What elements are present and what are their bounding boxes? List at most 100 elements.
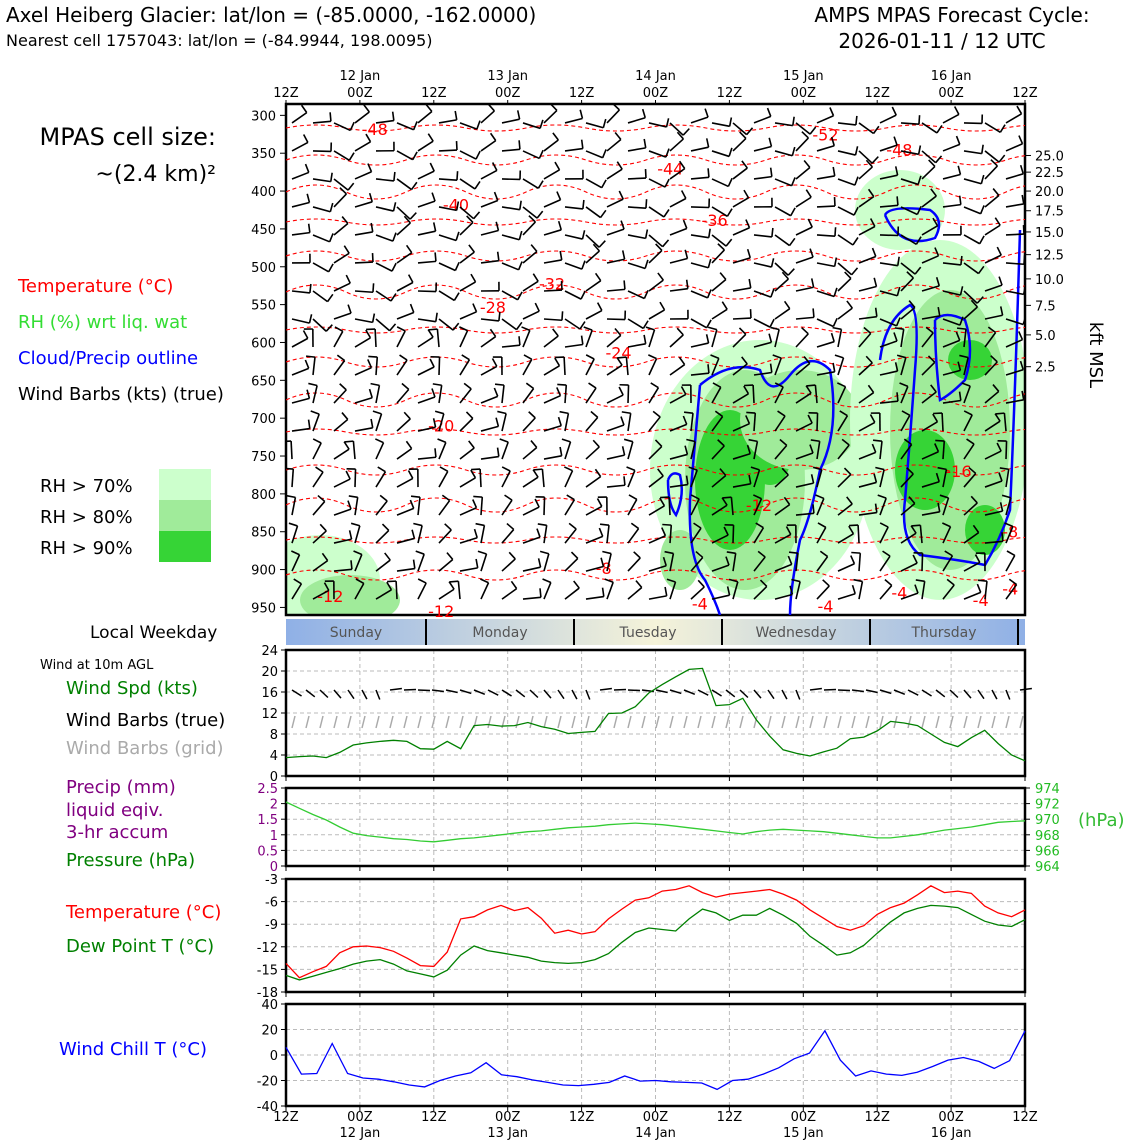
wind-barb-flag	[435, 312, 438, 322]
wind-barb-flag	[600, 557, 605, 567]
wind-barb-flag	[620, 220, 625, 230]
wind-barb-shaft	[669, 525, 673, 544]
wind-barb-flag	[787, 268, 795, 276]
wind-barb-flag	[661, 527, 667, 537]
wind-barb-shaft	[921, 361, 936, 376]
wind-barb-flag	[348, 152, 355, 161]
wind-barb-flag	[663, 209, 670, 218]
wind-barb-shaft	[291, 583, 303, 600]
wind-barb-flag	[944, 550, 953, 557]
wind-barb-shaft	[312, 500, 326, 516]
wind-barb-flag	[372, 283, 375, 293]
wind-barb-true	[319, 689, 329, 699]
wind-barb-shaft	[732, 452, 751, 460]
wind-barb-shaft	[522, 206, 538, 219]
wind-barb-flag	[344, 440, 354, 443]
wind-barb-flag	[353, 550, 363, 556]
wind-barbs	[286, 104, 1025, 600]
wind-barb-shaft	[1003, 413, 1007, 432]
wind-barb-flag	[372, 410, 382, 415]
wind-barb-flag	[817, 522, 827, 529]
wind-barb-flag	[454, 261, 460, 271]
wind-barb-shaft	[417, 497, 421, 516]
wind-barb-flag	[830, 136, 836, 147]
wind-barb-shaft	[522, 250, 538, 264]
top-time-tick-label: 00Z	[495, 86, 521, 101]
y-tick-label: 16	[261, 686, 278, 701]
wind-barb-shaft	[396, 567, 415, 572]
kft-tick-label: 10.0	[1035, 273, 1064, 288]
wind-barb-grid	[907, 715, 912, 729]
wind-barb-shaft	[1005, 368, 1024, 376]
wind-barb-flag	[585, 354, 595, 360]
y-tick-label: -15	[257, 963, 278, 978]
wind-barb-flag	[643, 334, 647, 344]
wind-barb-flag	[1016, 105, 1023, 115]
wind-barb-shaft	[606, 484, 625, 488]
wind-barb-flag	[306, 193, 311, 203]
wind-barb-shaft	[984, 540, 1003, 544]
wind-barb-shaft	[417, 318, 436, 323]
wind-barb-shaft	[543, 455, 562, 460]
wind-barb-flag	[932, 217, 939, 227]
wind-barb-shaft	[837, 206, 855, 216]
wind-barb-flag	[645, 199, 648, 209]
wind-barb-shaft	[900, 306, 916, 320]
wind-barb-shaft	[795, 166, 811, 180]
wind-barb-shaft	[774, 533, 792, 544]
wind-barb-flag	[307, 419, 311, 429]
wind-barb-shaft	[879, 370, 898, 376]
wind-barb-flag	[990, 355, 998, 363]
wind-barb-flag	[339, 383, 347, 391]
cloud-outline	[878, 229, 1022, 567]
wind-barb-shaft	[648, 249, 663, 264]
wind-barb-flag	[496, 251, 500, 261]
wind-barb-shaft	[606, 454, 625, 460]
wind-barb-flag	[427, 329, 434, 338]
wind-barb-shaft	[648, 279, 664, 292]
wind-barb-shaft	[690, 262, 709, 269]
wind-barb-grid	[935, 715, 940, 729]
wind-barb-flag	[633, 551, 641, 559]
wind-barb-flag	[409, 303, 415, 313]
wind-barb-shaft	[417, 260, 436, 264]
wind-barb-true	[907, 689, 919, 696]
wind-barb-flag	[407, 470, 414, 479]
wind-barb-flag	[872, 125, 880, 135]
wind-barb-shaft	[564, 318, 581, 330]
wind-barb-shaft	[711, 308, 728, 320]
wind-barb-shaft	[312, 150, 332, 153]
wind-barb-flag	[994, 217, 1001, 226]
wind-speed-line	[285, 667, 1026, 762]
wind-barb-shaft	[501, 234, 520, 241]
wind-barb-shaft	[625, 357, 629, 376]
wind-barb-shaft	[711, 534, 729, 544]
y-tick-label: 8	[270, 728, 278, 743]
wind-barb-flag	[774, 382, 784, 388]
wind-barb-flag	[614, 328, 622, 336]
rh70-area	[855, 170, 945, 250]
y-tick-label: -3	[265, 873, 278, 888]
top-time-tick-label: 12Z	[864, 86, 890, 101]
wind-barb-flag	[528, 411, 536, 419]
wind-barb-flag	[581, 230, 586, 240]
wind-barb-grid	[991, 715, 996, 729]
wind-barb-shaft	[354, 231, 373, 236]
wind-barb-flag	[475, 150, 481, 160]
wind-barb-shaft	[879, 262, 898, 267]
wind-spd-label: Wind Spd (kts)	[66, 678, 198, 699]
wind-barb-flag	[417, 578, 427, 584]
top-date-label: 14 Jan	[635, 69, 676, 84]
wind-barb-shaft	[396, 477, 414, 488]
wind-barb-shaft	[984, 224, 1001, 236]
wind-barb-shaft	[732, 197, 749, 208]
wind-barb-shaft	[312, 357, 316, 376]
wind-barb-shaft	[732, 483, 751, 488]
wind-barb-shaft	[396, 359, 408, 376]
wind-barb-flag	[874, 307, 878, 317]
wind-barb-shaft	[669, 227, 688, 236]
wind-barb-shaft	[606, 525, 610, 544]
wind-barb-shaft	[627, 234, 646, 240]
wind-barb-shaft	[585, 280, 602, 292]
wind-barb-shaft	[732, 525, 735, 544]
